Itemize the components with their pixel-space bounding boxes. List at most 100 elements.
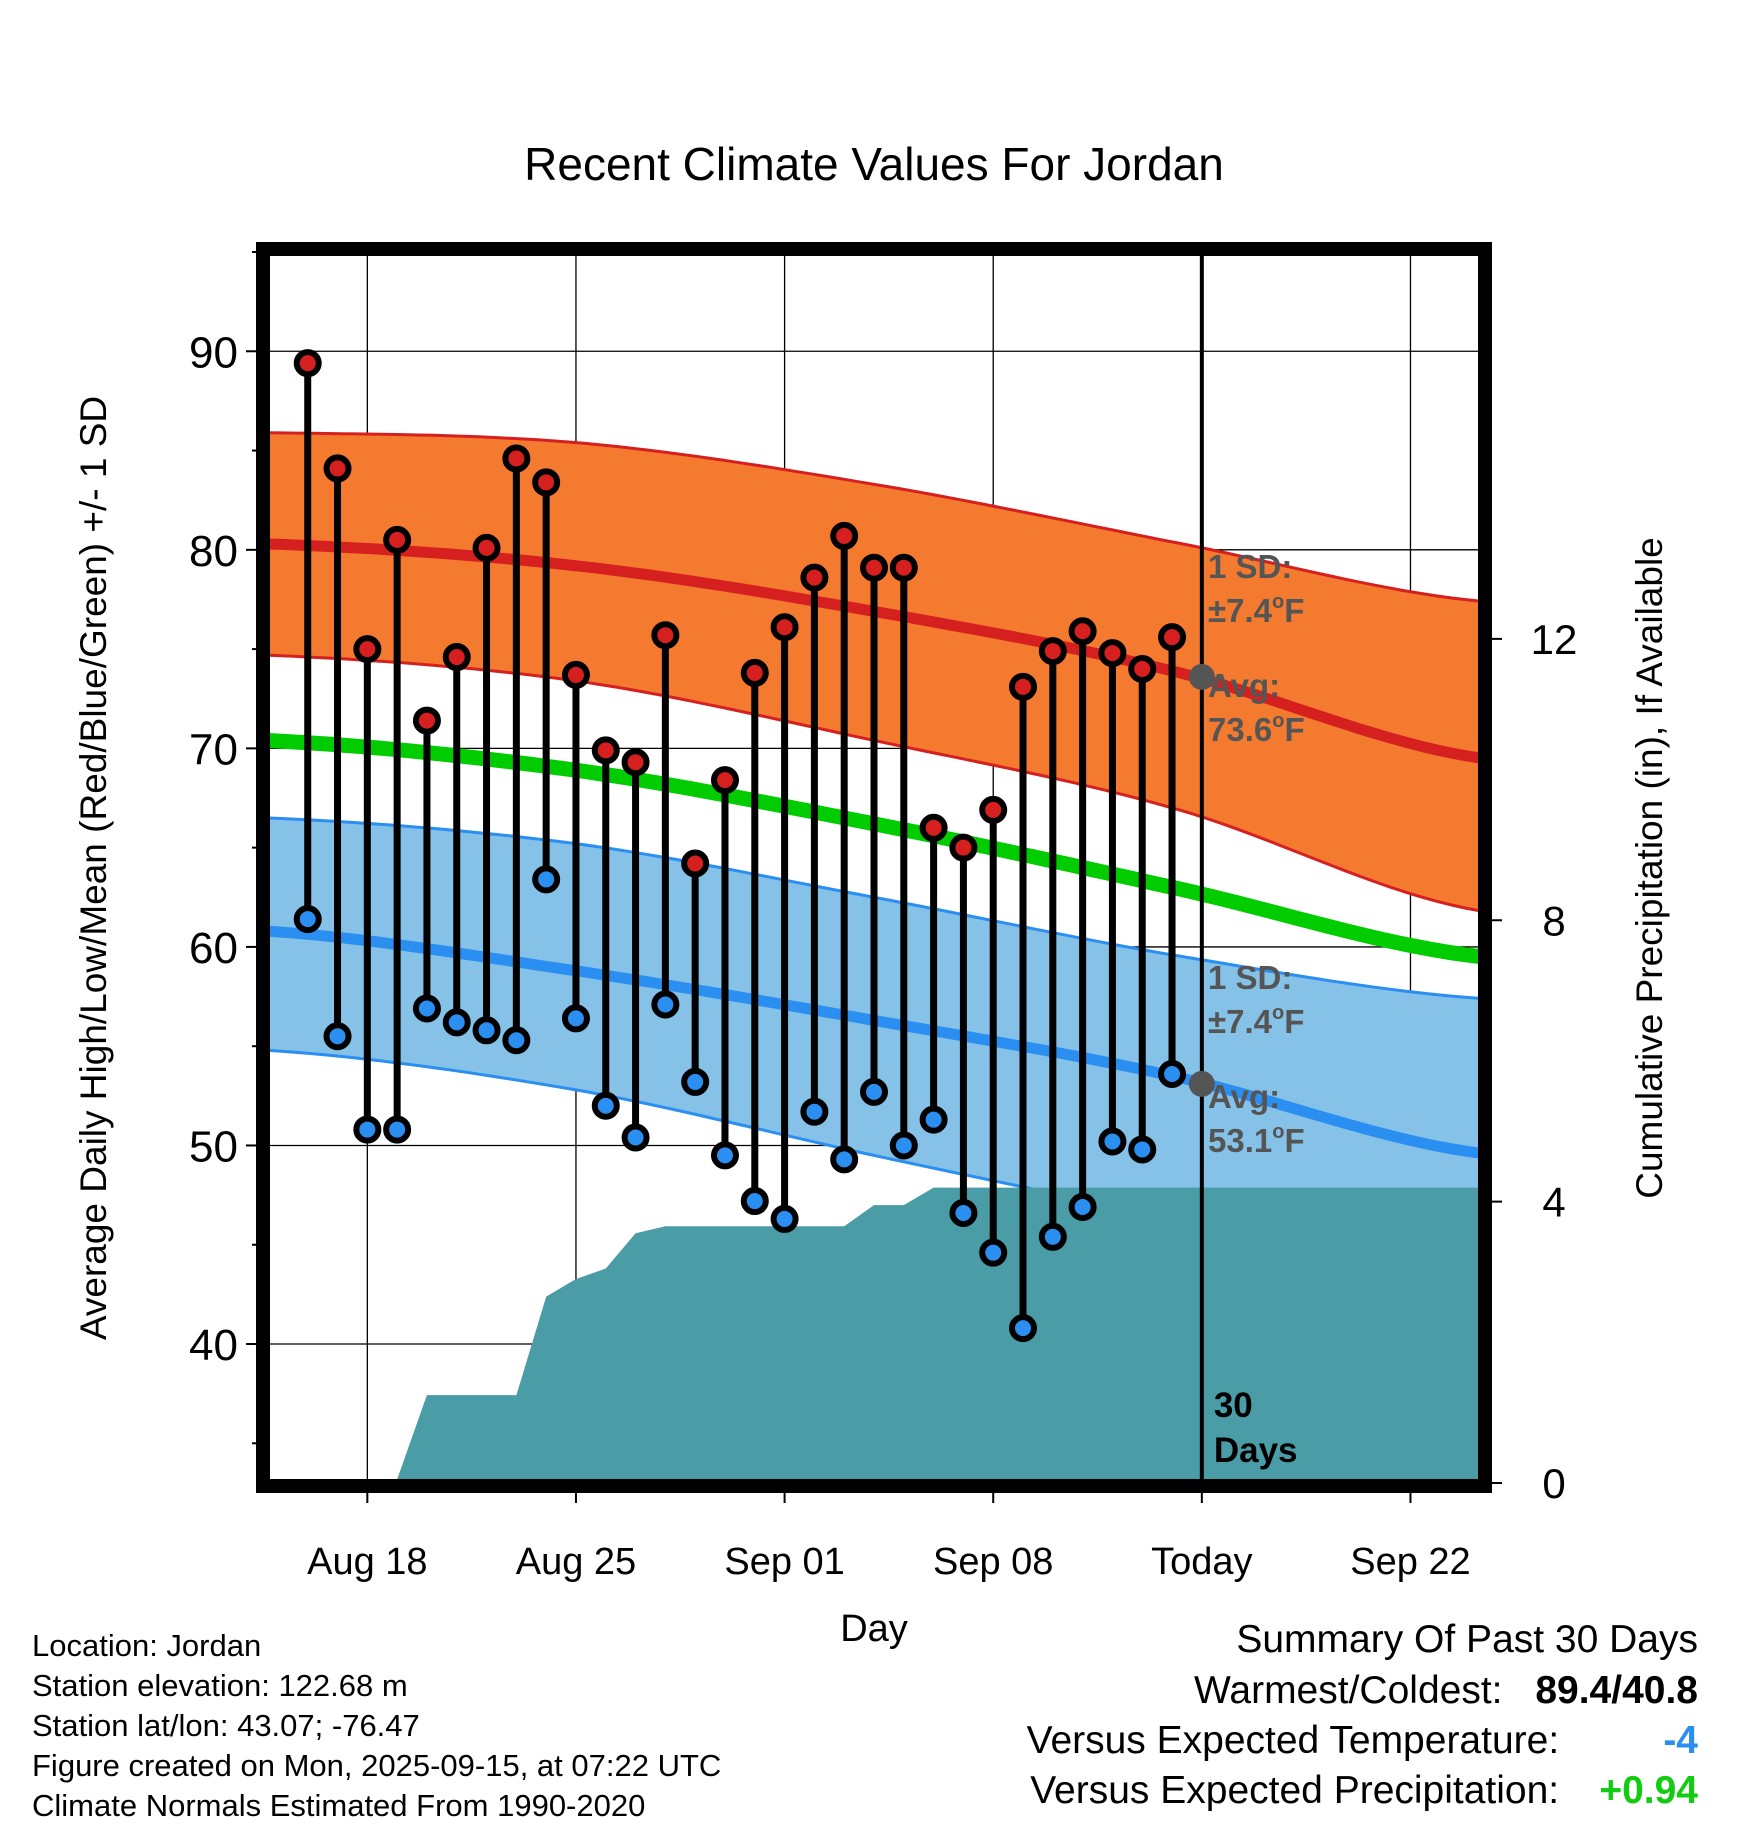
x-tick-label: Aug 18	[307, 1541, 427, 1583]
x-tick-label: Sep 01	[724, 1541, 844, 1583]
daily-low-point	[532, 865, 561, 894]
y-tick-label: 70	[189, 725, 238, 774]
today-high-avg-marker	[1188, 663, 1215, 690]
low-avg-annotation-label: Avg:	[1208, 1078, 1280, 1115]
daily-high-point	[770, 613, 799, 642]
high-avg-annotation-value-degree: o	[1272, 710, 1284, 732]
daily-high-point	[591, 736, 620, 765]
daily-values	[293, 349, 1187, 1343]
daily-low-point	[383, 1115, 412, 1144]
period-label-unit: Days	[1214, 1431, 1298, 1470]
daily-high-point	[472, 533, 501, 562]
summary-temp-label: Versus Expected Temperature:	[1026, 1719, 1560, 1762]
today-line: 30 Days	[1199, 252, 1298, 1483]
low-avg-annotation-value-unit: F	[1284, 1122, 1304, 1159]
y2-tick-label: 4	[1542, 1179, 1565, 1226]
daily-high-point	[412, 706, 441, 735]
daily-high-point	[830, 521, 859, 550]
daily-low-point	[919, 1105, 948, 1134]
precip-area	[307, 1187, 1482, 1483]
daily-low-point	[1098, 1127, 1127, 1156]
daily-low-point	[323, 1022, 352, 1051]
high-sd-annotation-value-unit: F	[1284, 592, 1304, 629]
daily-low-point	[740, 1187, 769, 1216]
station-location: Location: Jordan	[32, 1628, 262, 1663]
daily-high-point	[1068, 617, 1097, 646]
daily-high-point	[1098, 639, 1127, 668]
low-sd-annotation-label: 1 SD:	[1208, 959, 1292, 996]
high-sd-annotation-value: ±7.4oF	[1208, 591, 1304, 629]
precip-cumulative-area	[307, 1187, 1482, 1483]
summary-temp-value: -4	[1663, 1719, 1698, 1762]
summary-warm-cold-value: 89.4/40.8	[1535, 1669, 1698, 1712]
x-tick-label: Aug 25	[516, 1541, 636, 1583]
high-avg-annotation-value-unit: F	[1284, 711, 1304, 748]
daily-high-point	[383, 525, 412, 554]
daily-low-point	[860, 1077, 888, 1106]
daily-low-point	[1038, 1222, 1067, 1251]
high-sd-band-upper-edge	[266, 431, 1482, 603]
daily-high-point	[710, 766, 739, 795]
low-avg-annotation-value: 53.1oF	[1208, 1121, 1305, 1159]
high-sd-annotation-value-number: ±7.4	[1208, 592, 1273, 629]
station-latlon: Station lat/lon: 43.07; -76.47	[32, 1708, 420, 1743]
daily-low-point	[979, 1238, 1008, 1267]
daily-low-point	[1158, 1059, 1187, 1088]
low-avg-annotation-value-number: 53.1	[1208, 1122, 1272, 1159]
x-axis-label: Day	[840, 1608, 908, 1650]
y-tick-label: 90	[189, 328, 238, 377]
high-sd-annotation-value-degree: o	[1272, 591, 1284, 613]
chart-title: Recent Climate Values For Jordan	[524, 138, 1224, 190]
daily-low-point	[651, 990, 680, 1019]
daily-high-point	[293, 349, 322, 378]
y-axis-label: Average Daily High/Low/Mean (Red/Blue/Gr…	[73, 396, 114, 1340]
y-tick-label: 40	[189, 1321, 238, 1370]
x-tick-label: Sep 22	[1350, 1541, 1470, 1583]
daily-high-point	[651, 621, 680, 650]
high-avg-annotation-label: Avg:	[1208, 667, 1280, 704]
y2-tick-label: 12	[1531, 616, 1578, 663]
daily-high-point	[800, 563, 829, 592]
daily-high-point	[889, 553, 918, 582]
summary-warm-cold: Warmest/Coldest: 89.4/40.8	[1194, 1669, 1698, 1713]
summary-precip-label: Versus Expected Precipitation:	[1030, 1769, 1560, 1812]
summary-title: Summary Of Past 30 Days	[1236, 1618, 1698, 1661]
daily-high-point	[860, 553, 888, 582]
summary-precip: Versus Expected Precipitation: +0.94	[1030, 1769, 1698, 1813]
daily-high-point	[1038, 637, 1067, 666]
summary-warm-cold-label: Warmest/Coldest:	[1194, 1669, 1503, 1712]
daily-high-point	[740, 658, 769, 687]
daily-high-point	[323, 454, 352, 483]
x-tick-label: Sep 08	[933, 1541, 1053, 1583]
y-tick-label: 60	[189, 924, 238, 973]
today-low-avg-marker	[1188, 1070, 1215, 1097]
low-sd-annotation-value-unit: F	[1284, 1003, 1304, 1040]
daily-low-point	[800, 1097, 829, 1126]
y2-tick-label: 8	[1542, 897, 1565, 944]
daily-low-point	[472, 1016, 501, 1045]
x-tick-label: Today	[1151, 1541, 1252, 1583]
daily-high-point	[949, 833, 978, 862]
daily-low-point	[770, 1204, 799, 1233]
station-elevation: Station elevation: 122.68 m	[32, 1668, 408, 1703]
normals-period: Climate Normals Estimated From 1990-2020	[32, 1788, 646, 1823]
daily-high-point	[1158, 623, 1187, 652]
daily-high-point	[502, 444, 531, 473]
summary-temp: Versus Expected Temperature: -4	[1027, 1719, 1698, 1763]
axes: 40 50 60 70 80 90 0 4 8 12 Aug 18 Aug 25 Sep 01 Sep 0…	[189, 251, 1578, 1583]
plot-frame	[256, 242, 1492, 1493]
daily-low-point	[353, 1115, 382, 1144]
daily-high-point	[1128, 654, 1157, 683]
daily-low-point	[561, 1004, 590, 1033]
daily-low-point	[1009, 1314, 1038, 1343]
daily-low-point	[830, 1145, 859, 1174]
daily-low-point	[1128, 1135, 1157, 1164]
daily-low-point	[949, 1198, 978, 1227]
figure-created: Figure created on Mon, 2025-09-15, at 07…	[32, 1748, 722, 1783]
low-avg-annotation-value-degree: o	[1272, 1121, 1284, 1143]
low-sd-annotation-value: ±7.4oF	[1208, 1002, 1304, 1040]
daily-low-point	[681, 1067, 710, 1096]
daily-high-point	[919, 813, 948, 842]
daily-low-point	[502, 1026, 531, 1055]
